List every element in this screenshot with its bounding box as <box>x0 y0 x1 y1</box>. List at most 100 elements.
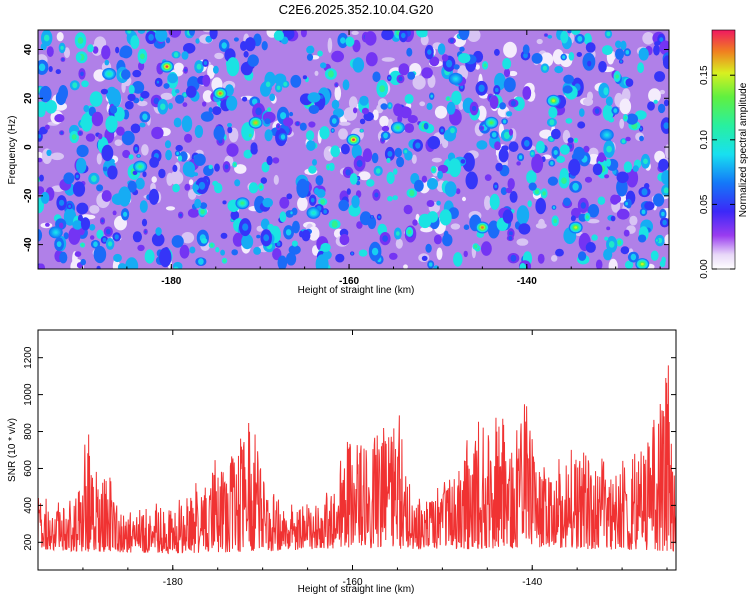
heatmap-cell <box>441 54 449 62</box>
heatmap-cell <box>395 231 400 236</box>
heatmap-cell <box>202 74 211 87</box>
heatmap-cell <box>208 107 213 114</box>
heatmap-cell <box>181 115 193 133</box>
heatmap-cell <box>181 232 195 244</box>
heatmap-cell <box>361 107 369 115</box>
heatmap-cell <box>130 35 140 49</box>
heatmap-cell <box>516 161 521 166</box>
heatmap-cell <box>297 196 308 211</box>
heatmap-cell <box>137 244 145 252</box>
x-tick-label: -160 <box>342 577 362 588</box>
heatmap-cell <box>536 38 543 45</box>
heatmap-cell <box>139 122 146 128</box>
heatmap-cell <box>453 252 463 267</box>
heatmap-cell <box>160 92 173 100</box>
heatmap-cell <box>56 32 64 42</box>
heatmap-cell <box>638 47 649 61</box>
heatmap-cell <box>340 37 346 44</box>
heatmap-cell <box>122 149 131 159</box>
heatmap-cell <box>137 154 140 158</box>
heatmap-cell <box>195 38 200 44</box>
heatmap-cell <box>610 215 616 222</box>
heatmap-cell <box>56 241 62 248</box>
heatmap-cell <box>653 44 660 56</box>
heatmap-cell <box>200 111 214 122</box>
heatmap-cell <box>208 164 213 170</box>
y-tick-label: 800 <box>23 423 34 440</box>
heatmap-cell <box>273 30 284 41</box>
heatmap-cell <box>426 102 433 110</box>
heatmap-cell <box>518 223 531 235</box>
heatmap-cell <box>503 131 510 139</box>
heatmap-cell <box>620 246 630 255</box>
heatmap-cell <box>328 162 335 172</box>
heatmap-cell <box>623 161 633 173</box>
x-tick-label: -140 <box>517 276 537 287</box>
heatmap-cell <box>450 223 461 230</box>
heatmap-cell <box>243 51 249 58</box>
heatmap-cell <box>505 187 513 194</box>
heatmap-cell <box>286 252 297 266</box>
heatmap-cell <box>165 37 171 44</box>
heatmap-cell <box>72 181 86 197</box>
heatmap-cell <box>657 103 666 114</box>
heatmap-cell <box>527 200 532 208</box>
heatmap-cell <box>592 163 603 176</box>
heatmap-cell <box>433 234 442 245</box>
colorbar-tick-label: 0.05 <box>699 194 710 214</box>
heatmap-cell <box>559 144 570 155</box>
heatmap-cell <box>534 189 540 195</box>
heatmap-cell <box>502 209 514 224</box>
heatmap-cell <box>132 69 142 78</box>
heatmap-cell <box>508 128 514 136</box>
heatmap-cell <box>177 155 183 162</box>
heatmap-cell <box>364 31 377 46</box>
heatmap-cell <box>81 80 89 88</box>
heatmap-cell <box>100 88 108 95</box>
heatmap-cell <box>209 30 218 40</box>
heatmap-cell <box>80 258 86 266</box>
heatmap-cell <box>179 213 183 217</box>
heatmap-peak <box>454 77 458 81</box>
heatmap-cell <box>327 70 334 78</box>
heatmap-cell <box>567 30 572 34</box>
heatmap-cell <box>224 164 229 170</box>
heatmap-cell <box>538 218 545 228</box>
heatmap-cell <box>247 54 259 67</box>
heatmap-cell <box>494 141 501 151</box>
heatmap-cell <box>142 171 147 178</box>
heatmap-cell <box>619 98 632 115</box>
heatmap-cell <box>45 100 57 114</box>
heatmap-cell <box>353 107 358 114</box>
heatmap-cell <box>365 52 378 67</box>
heatmap-cell <box>93 241 98 247</box>
heatmap-cell <box>250 142 258 153</box>
heatmap-cell <box>616 171 629 184</box>
heatmap-cell <box>123 211 128 217</box>
heatmap-cell <box>306 140 316 152</box>
heatmap-cell <box>458 30 470 41</box>
heatmap-cell <box>655 239 659 242</box>
heatmap-cell <box>243 149 253 159</box>
heatmap-cell <box>76 54 82 61</box>
heatmap-cell <box>535 197 546 215</box>
heatmap-peak <box>54 231 58 234</box>
heatmap-peak <box>605 133 609 137</box>
heatmap-cell <box>359 118 366 125</box>
heatmap-cell <box>639 135 644 142</box>
heatmap-cell <box>531 151 534 156</box>
heatmap-cell <box>644 201 655 211</box>
heatmap-cell <box>104 59 110 66</box>
heatmap-frame <box>37 29 670 270</box>
heatmap-cell <box>140 53 145 60</box>
y-tick-label: -20 <box>23 188 34 203</box>
heatmap-cell <box>549 136 554 142</box>
heatmap-cell <box>220 232 228 239</box>
heatmap-cell <box>449 38 454 44</box>
heatmap-cell <box>442 233 453 247</box>
heatmap-cell <box>455 188 461 195</box>
heatmap-cell <box>620 60 623 63</box>
heatmap-cell <box>85 133 96 142</box>
heatmap-cell <box>78 131 82 135</box>
heatmap-cell <box>173 117 182 128</box>
